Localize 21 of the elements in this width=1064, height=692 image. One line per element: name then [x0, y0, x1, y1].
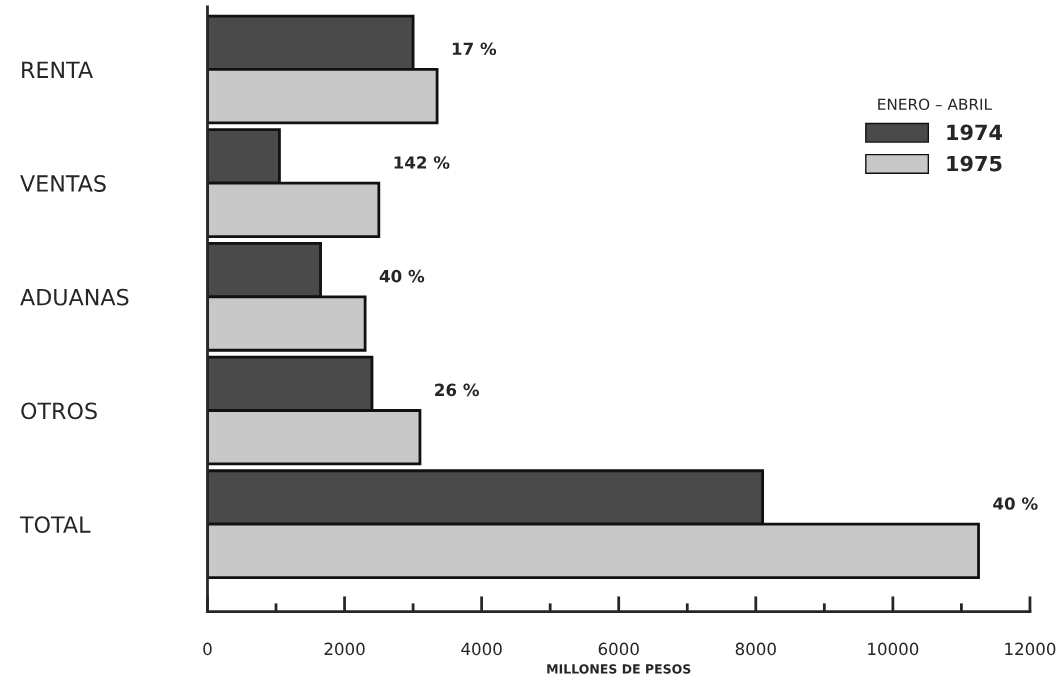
x-tick-label: 6000 [598, 642, 639, 656]
x-axis-title: MILLONES DE PESOS [547, 664, 691, 674]
y-tick-label: ADUANAS [20, 288, 129, 306]
x-tick-label: 0 [203, 642, 212, 656]
x-tick-label: 4000 [461, 642, 502, 656]
annotation: 26 % [435, 383, 480, 397]
legend-label: 1974 [947, 124, 1003, 141]
annotation: 40 % [993, 497, 1038, 510]
y-tick-label: OTROS [21, 402, 97, 420]
annotation: 17 % [452, 42, 497, 56]
annotation: 142 % [394, 156, 450, 169]
x-tick-label: 2000 [324, 642, 365, 656]
y-tick-label: TOTAL [19, 516, 91, 533]
legend-label: 1975 [947, 155, 1002, 172]
x-tick-label: 8000 [735, 642, 776, 656]
y-tick-label: RENTA [22, 61, 93, 78]
legend-title: ENERO – ABRIL [878, 98, 992, 111]
y-tick-label: VENTAS [20, 175, 106, 192]
x-tick-label: 12000 [1005, 642, 1056, 656]
x-tick-label: 10000 [868, 642, 919, 656]
annotation: 40 % [379, 269, 425, 283]
